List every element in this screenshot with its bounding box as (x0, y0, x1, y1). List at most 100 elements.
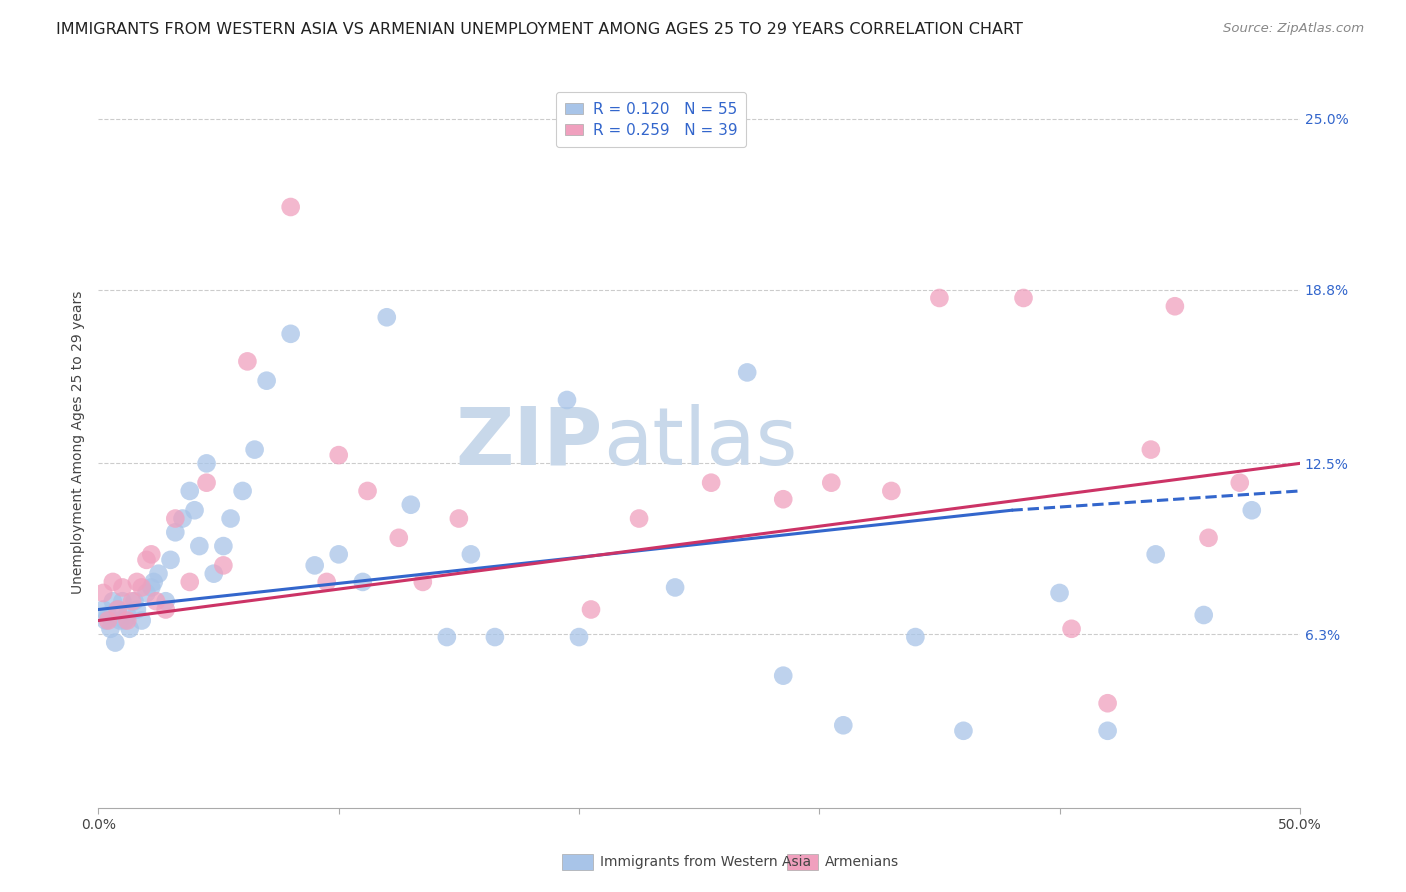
Point (1240, 503, 1263, 517)
Point (1144, 547, 1167, 561)
Text: IMMIGRANTS FROM WESTERN ASIA VS ARMENIAN UNEMPLOYMENT AMONG AGES 25 TO 29 YEARS : IMMIGRANTS FROM WESTERN ASIA VS ARMENIAN… (56, 22, 1024, 37)
Point (375, 310, 398, 325)
Point (412, 574, 434, 589)
Point (664, 581, 686, 595)
Point (735, 366, 758, 380)
Point (142, 574, 165, 589)
Point (155, 602, 177, 616)
Point (118, 622, 141, 636)
Point (179, 483, 201, 498)
Point (155, 594, 177, 608)
Point (628, 511, 651, 525)
Point (202, 566, 225, 581)
Point (141, 547, 163, 561)
Point (1049, 586, 1071, 600)
Point (100, 622, 122, 636)
Point (236, 354, 259, 368)
Point (188, 539, 211, 553)
Point (356, 483, 378, 498)
Point (107, 602, 129, 616)
Point (304, 558, 326, 573)
Text: atlas: atlas (603, 404, 797, 482)
Point (280, 326, 302, 341)
Point (179, 574, 201, 589)
Point (1198, 531, 1220, 545)
Point (460, 547, 482, 561)
Point (131, 614, 153, 628)
Point (880, 483, 903, 498)
Point (108, 614, 131, 628)
Point (328, 448, 350, 462)
Point (135, 553, 157, 567)
Point (212, 539, 235, 553)
Point (97, 607, 120, 622)
Point (131, 581, 153, 595)
Point (280, 200, 302, 214)
Point (219, 511, 242, 525)
Point (568, 630, 591, 644)
Point (352, 574, 374, 589)
Point (1060, 622, 1083, 636)
Point (399, 498, 422, 512)
Point (820, 475, 842, 490)
Point (91, 602, 114, 616)
Point (141, 581, 163, 595)
Legend: R = 0.120   N = 55, R = 0.259   N = 39: R = 0.120 N = 55, R = 0.259 N = 39 (555, 93, 747, 147)
Point (97, 614, 120, 628)
Point (388, 531, 411, 545)
Point (243, 442, 266, 457)
Point (1140, 442, 1163, 457)
Text: Armenians: Armenians (825, 855, 900, 869)
Point (700, 475, 723, 490)
Text: ZIP: ZIP (456, 404, 603, 482)
Point (579, 602, 602, 616)
Point (447, 511, 470, 525)
Point (165, 511, 187, 525)
Point (111, 581, 134, 595)
Point (195, 475, 218, 490)
Point (159, 553, 181, 567)
Point (1229, 475, 1251, 490)
Point (952, 723, 974, 738)
Point (101, 574, 124, 589)
Point (484, 630, 506, 644)
Point (328, 547, 350, 561)
Point (91, 586, 114, 600)
Point (772, 668, 794, 682)
Text: Source: ZipAtlas.com: Source: ZipAtlas.com (1223, 22, 1364, 36)
Point (928, 291, 950, 305)
Point (256, 374, 278, 388)
Point (117, 607, 139, 622)
Point (172, 511, 194, 525)
Point (1097, 723, 1119, 738)
Point (1097, 696, 1119, 710)
Point (124, 594, 146, 608)
Point (94, 614, 117, 628)
Point (121, 594, 143, 608)
Point (832, 718, 855, 732)
Point (1192, 607, 1215, 622)
Y-axis label: Unemployment Among Ages 25 to 29 years: Unemployment Among Ages 25 to 29 years (72, 291, 86, 594)
Point (315, 574, 337, 589)
Point (1012, 291, 1035, 305)
Point (148, 566, 170, 581)
Point (555, 392, 578, 407)
Point (111, 594, 134, 608)
Point (104, 635, 127, 649)
Point (165, 525, 187, 540)
Text: Immigrants from Western Asia: Immigrants from Western Asia (600, 855, 811, 869)
Point (436, 630, 458, 644)
Point (125, 602, 148, 616)
Point (212, 558, 235, 573)
Point (904, 630, 927, 644)
Point (125, 574, 148, 589)
Point (772, 492, 794, 507)
Point (135, 586, 157, 600)
Point (232, 483, 254, 498)
Point (195, 456, 218, 470)
Point (114, 614, 136, 628)
Point (145, 594, 167, 608)
Point (183, 503, 205, 517)
Point (117, 614, 139, 628)
Point (1164, 299, 1187, 313)
